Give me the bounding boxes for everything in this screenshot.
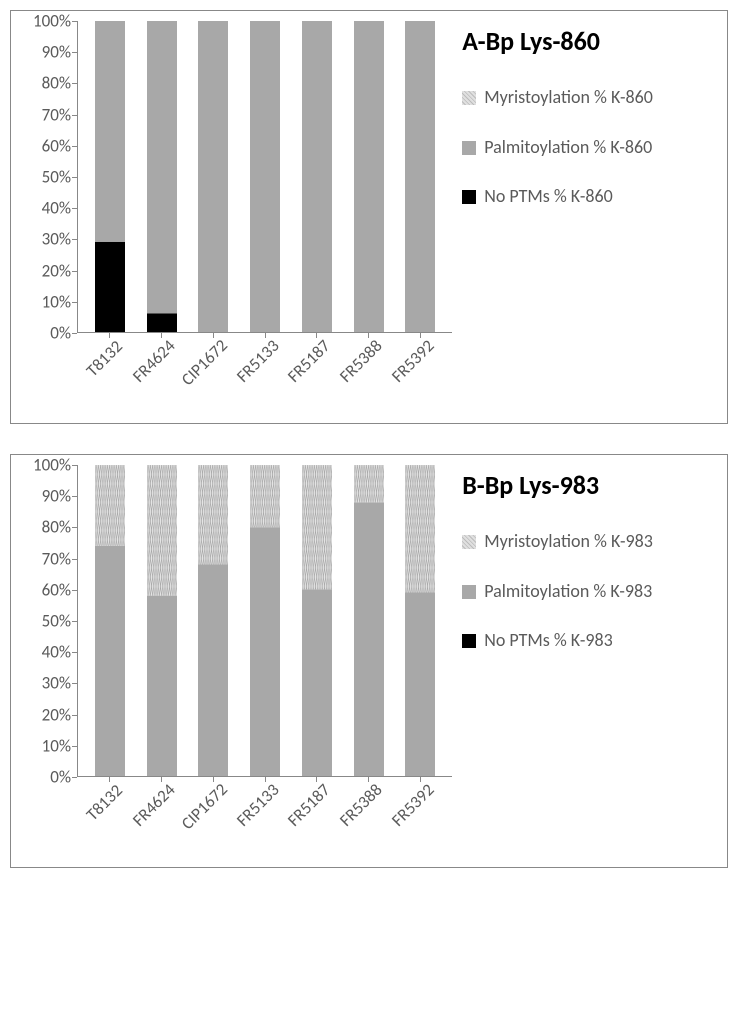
bar-seg-palm bbox=[198, 21, 228, 332]
chart-a-title: A-Bp Lys-860 bbox=[462, 25, 717, 57]
bar-FR5133 bbox=[250, 21, 280, 332]
legend-label: Myristoylation % K-860 bbox=[484, 87, 653, 109]
y-tick-label: 80% bbox=[42, 517, 71, 538]
y-tick-label: 50% bbox=[42, 167, 71, 188]
chart-a-panel: 0%10%20%30%40%50%60%70%80%90%100%T8132FR… bbox=[10, 10, 728, 424]
bar-seg-palm bbox=[250, 21, 280, 332]
bar-seg-no_ptm bbox=[95, 242, 125, 332]
legend-item-myr: Myristoylation % K-860 bbox=[462, 87, 717, 109]
bar-seg-palm bbox=[147, 21, 177, 313]
y-tick-label: 40% bbox=[42, 198, 71, 219]
y-tick-label: 20% bbox=[42, 704, 71, 725]
y-tick-mark bbox=[72, 777, 77, 778]
y-tick-label: 90% bbox=[42, 42, 71, 63]
bar-seg-palm bbox=[147, 596, 177, 776]
legend-swatch-no_ptm bbox=[462, 190, 476, 204]
y-tick-label: 50% bbox=[42, 611, 71, 632]
bar-seg-palm bbox=[354, 502, 384, 776]
bar-seg-palm bbox=[198, 565, 228, 776]
legend-swatch-no_ptm bbox=[462, 634, 476, 648]
bar-FR5388 bbox=[354, 21, 384, 332]
y-tick-label: 100% bbox=[33, 11, 71, 32]
bar-FR5392 bbox=[405, 21, 435, 332]
y-tick-label: 70% bbox=[42, 104, 71, 125]
chart-b-plot: 0%10%20%30%40%50%60%70%80%90%100%T8132FR… bbox=[21, 465, 452, 857]
bar-FR5388 bbox=[354, 465, 384, 776]
legend-swatch-palm bbox=[462, 585, 476, 599]
bar-seg-palm bbox=[405, 21, 435, 332]
y-tick-label: 40% bbox=[42, 642, 71, 663]
bar-seg-palm bbox=[302, 589, 332, 776]
bar-FR5133 bbox=[250, 465, 280, 776]
bar-FR4624 bbox=[147, 21, 177, 332]
bar-seg-myr bbox=[198, 465, 228, 565]
legend-swatch-palm bbox=[462, 141, 476, 155]
y-tick-label: 80% bbox=[42, 73, 71, 94]
legend-label: No PTMs % K-983 bbox=[484, 630, 613, 652]
bar-T8132 bbox=[95, 21, 125, 332]
y-tick-label: 30% bbox=[42, 673, 71, 694]
y-tick-mark bbox=[72, 333, 77, 334]
legend-item-no_ptm: No PTMs % K-983 bbox=[462, 630, 717, 652]
bar-seg-palm bbox=[95, 546, 125, 776]
y-tick-label: 10% bbox=[42, 735, 71, 756]
y-tick-label: 100% bbox=[33, 455, 71, 476]
chart-a-bars bbox=[77, 21, 452, 333]
bar-seg-palm bbox=[95, 21, 125, 242]
bar-FR5187 bbox=[302, 465, 332, 776]
legend-label: Palmitoylation % K-860 bbox=[484, 137, 652, 159]
legend-label: No PTMs % K-860 bbox=[484, 186, 613, 208]
chart-b-panel: 0%10%20%30%40%50%60%70%80%90%100%T8132FR… bbox=[10, 454, 728, 868]
chart-a-legend: A-Bp Lys-860 Myristoylation % K-860 Palmit… bbox=[452, 21, 717, 413]
legend-swatch-myr bbox=[462, 91, 476, 105]
chart-b-legend: B-Bp Lys-983 Myristoylation % K-983 Palmit… bbox=[452, 465, 717, 857]
y-tick-label: 60% bbox=[42, 579, 71, 600]
chart-a-plot-area: 0%10%20%30%40%50%60%70%80%90%100% bbox=[21, 21, 452, 333]
chart-b-plot-area: 0%10%20%30%40%50%60%70%80%90%100% bbox=[21, 465, 452, 777]
y-tick-label: 70% bbox=[42, 548, 71, 569]
bar-seg-myr bbox=[354, 465, 384, 502]
chart-b-title: B-Bp Lys-983 bbox=[462, 469, 717, 501]
chart-a-y-axis: 0%10%20%30%40%50%60%70%80%90%100% bbox=[21, 21, 77, 333]
bar-seg-no_ptm bbox=[147, 313, 177, 332]
legend-item-no_ptm: No PTMs % K-860 bbox=[462, 186, 717, 208]
bar-seg-palm bbox=[405, 593, 435, 776]
y-tick-label: 90% bbox=[42, 486, 71, 507]
bar-seg-myr bbox=[405, 465, 435, 593]
bar-seg-myr bbox=[302, 465, 332, 589]
y-tick-label: 10% bbox=[42, 291, 71, 312]
bar-CIP1672 bbox=[198, 21, 228, 332]
legend-label: Palmitoylation % K-983 bbox=[484, 581, 652, 603]
bar-seg-palm bbox=[354, 21, 384, 332]
bar-seg-palm bbox=[302, 21, 332, 332]
legend-item-palm: Palmitoylation % K-983 bbox=[462, 581, 717, 603]
chart-b-bars bbox=[77, 465, 452, 777]
y-tick-label: 0% bbox=[50, 767, 71, 788]
bar-FR4624 bbox=[147, 465, 177, 776]
y-tick-label: 60% bbox=[42, 135, 71, 156]
bar-FR5187 bbox=[302, 21, 332, 332]
bar-seg-myr bbox=[95, 465, 125, 546]
bar-seg-myr bbox=[147, 465, 177, 596]
y-tick-label: 0% bbox=[50, 323, 71, 344]
y-tick-label: 30% bbox=[42, 229, 71, 250]
bar-T8132 bbox=[95, 465, 125, 776]
y-tick-label: 20% bbox=[42, 260, 71, 281]
bar-seg-palm bbox=[250, 527, 280, 776]
bar-CIP1672 bbox=[198, 465, 228, 776]
legend-item-myr: Myristoylation % K-983 bbox=[462, 531, 717, 553]
legend-label: Myristoylation % K-983 bbox=[484, 531, 653, 553]
legend-swatch-myr bbox=[462, 535, 476, 549]
bar-seg-myr bbox=[250, 465, 280, 527]
chart-b-y-axis: 0%10%20%30%40%50%60%70%80%90%100% bbox=[21, 465, 77, 777]
legend-item-palm: Palmitoylation % K-860 bbox=[462, 137, 717, 159]
bar-FR5392 bbox=[405, 465, 435, 776]
chart-a-plot: 0%10%20%30%40%50%60%70%80%90%100%T8132FR… bbox=[21, 21, 452, 413]
